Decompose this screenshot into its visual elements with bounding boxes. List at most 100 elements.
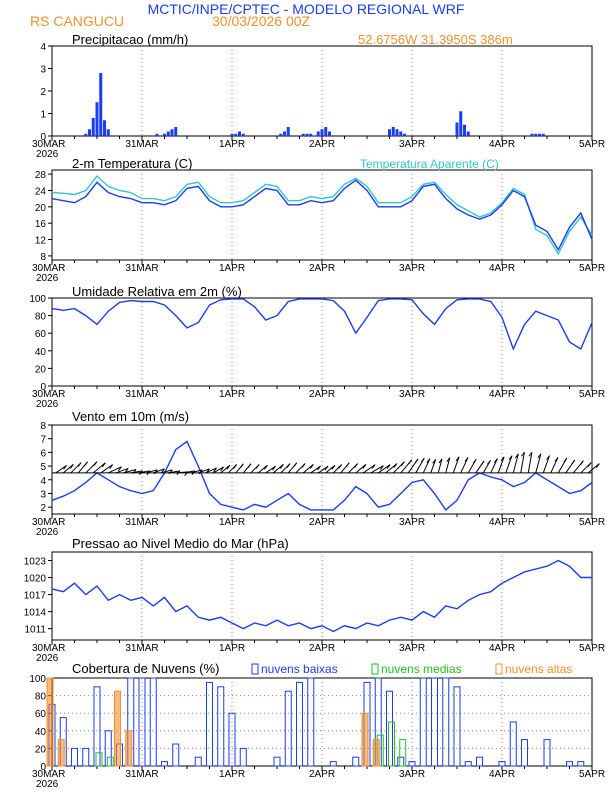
wind-barb-tip xyxy=(293,462,298,468)
y-tick-label: 3 xyxy=(40,65,46,76)
y-tick-label: 16 xyxy=(35,219,47,230)
x-tick-label: 2APR xyxy=(309,769,335,780)
wind-barb xyxy=(92,462,106,474)
cloud-bar xyxy=(431,677,438,767)
x-tick-label: 4APR xyxy=(489,769,515,780)
wind-barb xyxy=(497,456,505,474)
x-tick-label: 4APR xyxy=(489,389,515,400)
wind-barb xyxy=(460,457,469,474)
wind-barb-tip xyxy=(393,463,398,468)
y-tick-label: 40 xyxy=(35,727,47,738)
x-tick-label: 2APR xyxy=(309,643,335,654)
wind-barb-tip xyxy=(362,464,367,469)
x-tick-label: 30MAR xyxy=(32,643,65,654)
precip-bar xyxy=(234,133,238,136)
x-tick-label: 5APR xyxy=(579,643,605,654)
wind-barb xyxy=(527,452,533,474)
wind-barb-tip xyxy=(379,465,384,470)
wind-barb-tip xyxy=(401,461,405,467)
x-tick-label: 1APR xyxy=(219,139,245,150)
wind-barb xyxy=(542,455,551,474)
y-tick-label: 60 xyxy=(35,709,47,720)
panel-title: Pressao ao Nivel Medio do Mar (hPa) xyxy=(72,536,289,551)
x-tick-label: 4APR xyxy=(489,263,515,274)
wind-barb-tip xyxy=(317,465,321,471)
x-tick-label: 2APR xyxy=(309,389,335,400)
wind-barb-tip xyxy=(117,466,122,472)
wind-barb xyxy=(190,469,203,474)
precip-bar xyxy=(391,127,395,136)
wind-barb-tip xyxy=(371,464,376,469)
wind-barb xyxy=(587,463,600,474)
precip-bar xyxy=(174,127,178,136)
x-tick-label: 5APR xyxy=(579,769,605,780)
wind-barb-tip xyxy=(595,463,600,468)
x-tick-label: 31MAR xyxy=(125,389,158,400)
x-tick-label: 31MAR xyxy=(125,769,158,780)
wind-barb-tip xyxy=(537,453,542,459)
cloud-bar xyxy=(577,761,585,767)
x-tick-label: 30MAR xyxy=(32,139,65,150)
panel-title: Cobertura de Nuvens (%) xyxy=(72,661,219,676)
precip-bar xyxy=(238,131,241,136)
cloud-bar xyxy=(206,681,213,767)
wind-barb-tip xyxy=(63,465,67,470)
wind-barb-tip xyxy=(420,457,425,463)
precip-bar xyxy=(230,133,234,136)
precip-bar xyxy=(320,129,324,136)
cloud-bar xyxy=(114,690,121,767)
y-tick-label: 4 xyxy=(40,42,46,53)
cloud-bar xyxy=(408,761,416,767)
cloud-bar xyxy=(46,677,54,767)
precip-bar xyxy=(538,133,541,136)
x-tick-label: 31MAR xyxy=(125,517,158,528)
y-tick-label: 3 xyxy=(40,489,46,500)
wind-barb xyxy=(205,467,217,474)
cloud-bar xyxy=(329,761,337,767)
x-tick-label: 30MAR xyxy=(32,263,65,274)
wind-barb xyxy=(377,464,391,474)
cloud-bar xyxy=(476,756,483,767)
wind-barb xyxy=(123,469,137,474)
header-title: MCTIC/INPE/CPTEC - MODELO REGIONAL WRF xyxy=(148,1,465,17)
precip-bar xyxy=(163,133,166,136)
wind-barb-tip xyxy=(414,458,419,464)
cloud-bar xyxy=(397,756,405,767)
wind-barb-tip xyxy=(554,457,559,462)
y-tick-label: 12 xyxy=(35,236,47,247)
wind-barb xyxy=(512,453,519,474)
cloud-bar xyxy=(149,677,157,767)
wind-barb-tip xyxy=(494,458,498,463)
cloud-bar xyxy=(399,739,407,767)
wind-barb-tip xyxy=(338,464,343,469)
wind-barb-tip xyxy=(514,453,519,459)
wind-barb xyxy=(310,465,321,474)
x-tick-label: 30MAR xyxy=(32,389,65,400)
wind-barb-tip xyxy=(77,462,82,467)
series-line xyxy=(51,298,593,351)
station-name: RS CANGUCU xyxy=(30,13,124,29)
cloud-bar xyxy=(509,721,517,767)
precip-bar xyxy=(466,131,470,136)
y-tick-label: 1014 xyxy=(24,608,47,619)
y-tick-label: 1017 xyxy=(24,591,47,602)
panel-title: Precipitacao (mm/h) xyxy=(72,32,188,47)
wind-barb-tip xyxy=(432,458,437,464)
wind-barb-tip xyxy=(124,468,129,473)
x-tick-label: 5APR xyxy=(579,517,605,528)
x-tick-label: 5APR xyxy=(579,389,605,400)
wind-barb-tip xyxy=(263,464,268,470)
wind-barb-tip xyxy=(500,456,505,462)
y-tick-label: 20 xyxy=(35,203,47,214)
wind-barb-tip xyxy=(286,463,291,468)
wind-barb xyxy=(100,464,113,474)
cloud-bar xyxy=(307,677,315,767)
wind-barb xyxy=(115,467,129,474)
wind-barb-tip xyxy=(255,464,260,469)
wind-barb-tip xyxy=(272,465,276,471)
precip-bar xyxy=(241,133,245,136)
